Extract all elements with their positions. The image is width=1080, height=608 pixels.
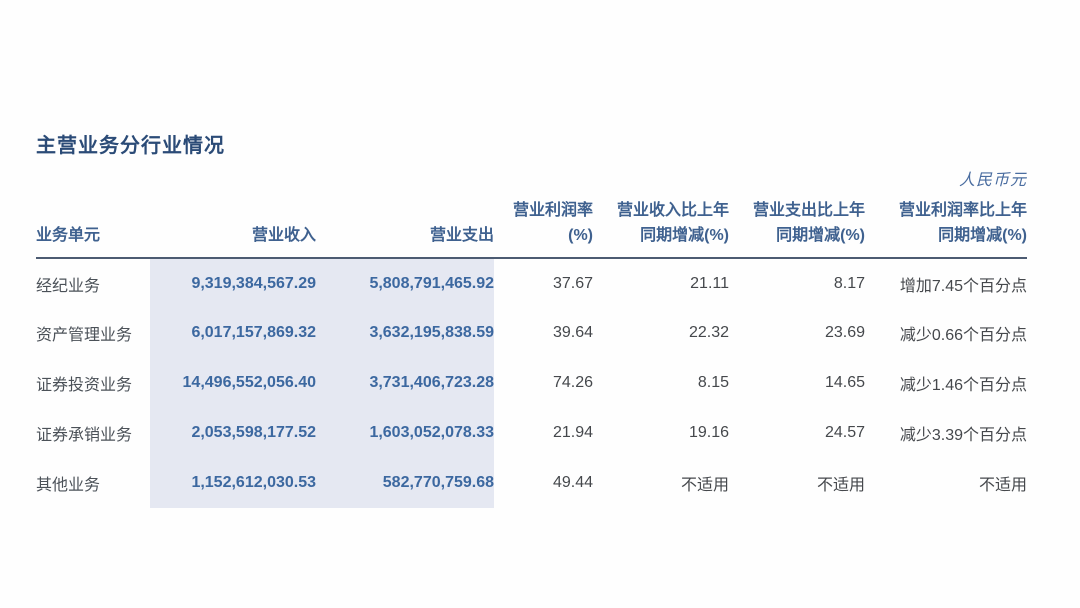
cell-operating-expense: 5,808,791,465.92 bbox=[316, 258, 494, 308]
cell-expense-yoy-change: 14.65 bbox=[824, 374, 865, 391]
cell-operating-margin: 74.26 bbox=[552, 374, 593, 391]
cell-operating-revenue: 1,152,612,030.53 bbox=[150, 458, 316, 508]
cell-operating-expense: 582,770,759.68 bbox=[316, 458, 494, 508]
cell-operating-expense: 1,603,052,078.33 bbox=[316, 408, 494, 458]
table-row: 经纪业务 9,319,384,567.29 5,808,791,465.92 3… bbox=[36, 258, 1027, 308]
main-business-by-industry-table: 业务单元 营业收入 营业支出 营业利润率 (%) 营业收入比上年 同期增减(%)… bbox=[36, 195, 1027, 508]
cell-business-unit: 其他业务 bbox=[36, 477, 101, 494]
cell-revenue-yoy-change: 22.32 bbox=[688, 324, 729, 341]
cell-operating-revenue: 6,017,157,869.32 bbox=[150, 308, 316, 358]
cell-margin-yoy-change: 减少0.66个百分点 bbox=[899, 327, 1027, 344]
cell-expense-yoy-change: 24.57 bbox=[824, 424, 865, 441]
col-header-operating-margin: 营业利润率 (%) bbox=[494, 195, 593, 259]
table-row: 其他业务 1,152,612,030.53 582,770,759.68 49.… bbox=[36, 458, 1027, 508]
currency-unit-note: 人民币元 bbox=[958, 172, 1027, 189]
table-row: 资产管理业务 6,017,157,869.32 3,632,195,838.59… bbox=[36, 308, 1027, 358]
table-header-row: 业务单元 营业收入 营业支出 营业利润率 (%) 营业收入比上年 同期增减(%)… bbox=[36, 195, 1027, 259]
cell-operating-expense: 3,632,195,838.59 bbox=[316, 308, 494, 358]
cell-business-unit: 资产管理业务 bbox=[36, 327, 133, 344]
cell-margin-yoy-change: 减少1.46个百分点 bbox=[899, 377, 1027, 394]
col-header-margin-yoy-change: 营业利润率比上年 同期增减(%) bbox=[865, 195, 1027, 259]
cell-revenue-yoy-change: 21.11 bbox=[690, 274, 729, 292]
col-header-expense-yoy-change: 营业支出比上年 同期增减(%) bbox=[729, 195, 865, 259]
cell-expense-yoy-change: 不适用 bbox=[816, 477, 865, 494]
cell-margin-yoy-change: 增加7.45个百分点 bbox=[899, 277, 1027, 295]
cell-operating-margin: 37.67 bbox=[552, 274, 593, 292]
cell-operating-expense: 3,731,406,723.28 bbox=[316, 358, 494, 408]
cell-operating-revenue: 9,319,384,567.29 bbox=[150, 258, 316, 308]
cell-operating-margin: 39.64 bbox=[552, 324, 593, 341]
cell-business-unit: 证券投资业务 bbox=[36, 377, 133, 394]
cell-business-unit: 证券承销业务 bbox=[36, 427, 133, 444]
col-header-revenue-yoy-change: 营业收入比上年 同期增减(%) bbox=[593, 195, 729, 259]
col-header-operating-revenue: 营业收入 bbox=[150, 195, 316, 259]
table-row: 证券投资业务 14,496,552,056.40 3,731,406,723.2… bbox=[36, 358, 1027, 408]
col-header-operating-expense: 营业支出 bbox=[316, 195, 494, 259]
cell-expense-yoy-change: 23.69 bbox=[824, 324, 865, 341]
cell-margin-yoy-change: 减少3.39个百分点 bbox=[899, 427, 1027, 444]
cell-revenue-yoy-change: 不适用 bbox=[680, 477, 729, 494]
cell-operating-revenue: 2,053,598,177.52 bbox=[150, 408, 316, 458]
cell-operating-margin: 49.44 bbox=[552, 474, 593, 491]
col-header-business-unit: 业务单元 bbox=[36, 195, 150, 259]
page-title: 主营业务分行业情况 bbox=[36, 135, 225, 157]
cell-revenue-yoy-change: 19.16 bbox=[688, 424, 729, 441]
cell-business-unit: 经纪业务 bbox=[36, 277, 101, 295]
table-row: 证券承销业务 2,053,598,177.52 1,603,052,078.33… bbox=[36, 408, 1027, 458]
cell-revenue-yoy-change: 8.15 bbox=[697, 374, 729, 391]
cell-margin-yoy-change: 不适用 bbox=[978, 477, 1027, 494]
cell-operating-margin: 21.94 bbox=[552, 424, 593, 441]
cell-operating-revenue: 14,496,552,056.40 bbox=[150, 358, 316, 408]
cell-expense-yoy-change: 8.17 bbox=[833, 274, 865, 292]
